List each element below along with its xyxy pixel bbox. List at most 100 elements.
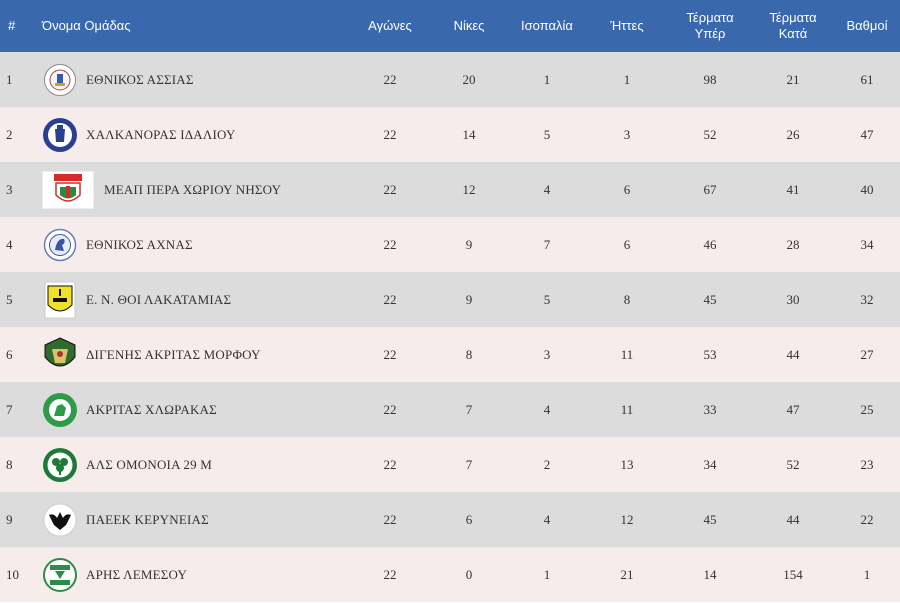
team-cell: ΔΙΓΕΝΗΣ ΑΚΡΙΤΑΣ ΜΟΡΦΟΥ — [36, 327, 350, 382]
played-cell: 22 — [350, 107, 430, 162]
position-cell: 4 — [0, 217, 36, 272]
header-goals-for-line2: Υπέρ — [694, 26, 726, 41]
table-row: 8 ΑΛΣ ΟΜΟΝΟΙΑ 29 Μ 22 7 2 13 34 52 23 — [0, 437, 900, 492]
draws-cell: 5 — [508, 272, 586, 327]
points-cell: 23 — [834, 437, 900, 492]
position-cell: 8 — [0, 437, 36, 492]
points-cell: 22 — [834, 492, 900, 547]
header-goals-against[interactable]: Τέρματα Κατά — [752, 0, 834, 52]
team-name-link[interactable]: ΧΑΛΚΑΝΟΡΑΣ ΙΔΑΛΙΟΥ — [86, 126, 236, 142]
team-name-link[interactable]: ΑΚΡΙΤΑΣ ΧΛΩΡΑΚΑΣ — [86, 401, 217, 417]
team-cell: ΧΑΛΚΑΝΟΡΑΣ ΙΔΑΛΙΟΥ — [36, 107, 350, 162]
table-row: 1 ΕΘΝΙΚΟΣ ΑΣΣΙΑΣ 22 20 1 1 98 21 61 — [0, 52, 900, 107]
wins-cell: 12 — [430, 162, 508, 217]
team-name-link[interactable]: ΕΘΝΙΚΟΣ ΑΣΣΙΑΣ — [86, 71, 194, 87]
points-cell: 40 — [834, 162, 900, 217]
goals-for-cell: 34 — [668, 437, 752, 492]
team-name-link[interactable]: ΑΡΗΣ ΛΕΜΕΣΟΥ — [86, 566, 188, 582]
team-cell: ΑΛΣ ΟΜΟΝΟΙΑ 29 Μ — [36, 437, 350, 492]
header-row: # Όνομα Ομάδας Αγώνες Νίκες Ισοπαλία Ήττ… — [0, 0, 900, 52]
losses-cell: 11 — [586, 382, 668, 437]
goals-against-cell: 44 — [752, 492, 834, 547]
ethnikos-achnas-logo-icon — [42, 227, 78, 263]
table-row: 3 ΜΕΑΠ ΠΕΡΑ ΧΩΡΙΟΥ ΝΗΣΟΥ 22 12 4 6 67 41… — [0, 162, 900, 217]
header-goals-against-line1: Τέρματα — [769, 10, 817, 25]
losses-cell: 1 — [586, 52, 668, 107]
draws-cell: 1 — [508, 52, 586, 107]
paeek-logo-icon — [42, 502, 78, 538]
table-row: 4 ΕΘΝΙΚΟΣ ΑΧΝΑΣ 22 9 7 6 46 28 34 — [0, 217, 900, 272]
goals-against-cell: 21 — [752, 52, 834, 107]
goals-against-cell: 44 — [752, 327, 834, 382]
team-name-link[interactable]: Ε. Ν. ΘΟΙ ΛΑΚΑΤΑΜΙΑΣ — [86, 291, 232, 307]
goals-against-cell: 26 — [752, 107, 834, 162]
header-losses[interactable]: Ήττες — [586, 0, 668, 52]
played-cell: 22 — [350, 547, 430, 602]
draws-cell: 1 — [508, 547, 586, 602]
goals-for-cell: 45 — [668, 272, 752, 327]
meap-logo-icon — [42, 170, 94, 209]
goals-for-cell: 52 — [668, 107, 752, 162]
played-cell: 22 — [350, 437, 430, 492]
header-goals-against-line2: Κατά — [778, 26, 808, 41]
wins-cell: 20 — [430, 52, 508, 107]
omonoia-29m-logo-icon — [42, 447, 78, 483]
header-team-name[interactable]: Όνομα Ομάδας — [36, 0, 350, 52]
team-name-link[interactable]: ΠΑΕΕΚ ΚΕΡΥΝΕΙΑΣ — [86, 511, 209, 527]
losses-cell: 12 — [586, 492, 668, 547]
played-cell: 22 — [350, 162, 430, 217]
team-cell: ΑΚΡΙΤΑΣ ΧΛΩΡΑΚΑΣ — [36, 382, 350, 437]
points-cell: 1 — [834, 547, 900, 602]
goals-for-cell: 98 — [668, 52, 752, 107]
team-cell: Ε. Ν. ΘΟΙ ΛΑΚΑΤΑΜΙΑΣ — [36, 272, 350, 327]
played-cell: 22 — [350, 327, 430, 382]
header-position[interactable]: # — [0, 0, 36, 52]
wins-cell: 14 — [430, 107, 508, 162]
position-cell: 10 — [0, 547, 36, 602]
position-cell: 7 — [0, 382, 36, 437]
goals-against-cell: 30 — [752, 272, 834, 327]
wins-cell: 7 — [430, 382, 508, 437]
table-row: 7 ΑΚΡΙΤΑΣ ΧΛΩΡΑΚΑΣ 22 7 4 11 33 47 25 — [0, 382, 900, 437]
draws-cell: 3 — [508, 327, 586, 382]
points-cell: 34 — [834, 217, 900, 272]
header-draws[interactable]: Ισοπαλία — [508, 0, 586, 52]
position-cell: 5 — [0, 272, 36, 327]
team-name-link[interactable]: ΔΙΓΕΝΗΣ ΑΚΡΙΤΑΣ ΜΟΡΦΟΥ — [86, 346, 261, 362]
wins-cell: 8 — [430, 327, 508, 382]
aris-limassol-logo-icon — [42, 557, 78, 593]
header-wins[interactable]: Νίκες — [430, 0, 508, 52]
table-row: 9 ΠΑΕΕΚ ΚΕΡΥΝΕΙΑΣ 22 6 4 12 45 44 22 — [0, 492, 900, 547]
losses-cell: 13 — [586, 437, 668, 492]
header-played[interactable]: Αγώνες — [350, 0, 430, 52]
losses-cell: 21 — [586, 547, 668, 602]
goals-for-cell: 45 — [668, 492, 752, 547]
draws-cell: 7 — [508, 217, 586, 272]
team-cell: ΕΘΝΙΚΟΣ ΑΣΣΙΑΣ — [36, 52, 350, 107]
points-cell: 47 — [834, 107, 900, 162]
position-cell: 9 — [0, 492, 36, 547]
losses-cell: 8 — [586, 272, 668, 327]
goals-against-cell: 28 — [752, 217, 834, 272]
wins-cell: 9 — [430, 217, 508, 272]
goals-against-cell: 52 — [752, 437, 834, 492]
header-goals-for[interactable]: Τέρματα Υπέρ — [668, 0, 752, 52]
points-cell: 32 — [834, 272, 900, 327]
draws-cell: 4 — [508, 492, 586, 547]
team-cell: ΕΘΝΙΚΟΣ ΑΧΝΑΣ — [36, 217, 350, 272]
goals-for-cell: 53 — [668, 327, 752, 382]
position-cell: 3 — [0, 162, 36, 217]
goals-for-cell: 67 — [668, 162, 752, 217]
played-cell: 22 — [350, 217, 430, 272]
team-name-link[interactable]: ΕΘΝΙΚΟΣ ΑΧΝΑΣ — [86, 236, 193, 252]
table-row: 5 Ε. Ν. ΘΟΙ ΛΑΚΑΤΑΜΙΑΣ 22 9 5 8 45 30 32 — [0, 272, 900, 327]
wins-cell: 6 — [430, 492, 508, 547]
header-points[interactable]: Βαθμοί — [834, 0, 900, 52]
team-cell: ΜΕΑΠ ΠΕΡΑ ΧΩΡΙΟΥ ΝΗΣΟΥ — [36, 162, 350, 217]
position-cell: 1 — [0, 52, 36, 107]
team-name-link[interactable]: ΜΕΑΠ ΠΕΡΑ ΧΩΡΙΟΥ ΝΗΣΟΥ — [104, 181, 282, 197]
ethnikos-assias-logo-icon — [42, 62, 78, 98]
points-cell: 27 — [834, 327, 900, 382]
team-name-link[interactable]: ΑΛΣ ΟΜΟΝΟΙΑ 29 Μ — [86, 456, 213, 472]
